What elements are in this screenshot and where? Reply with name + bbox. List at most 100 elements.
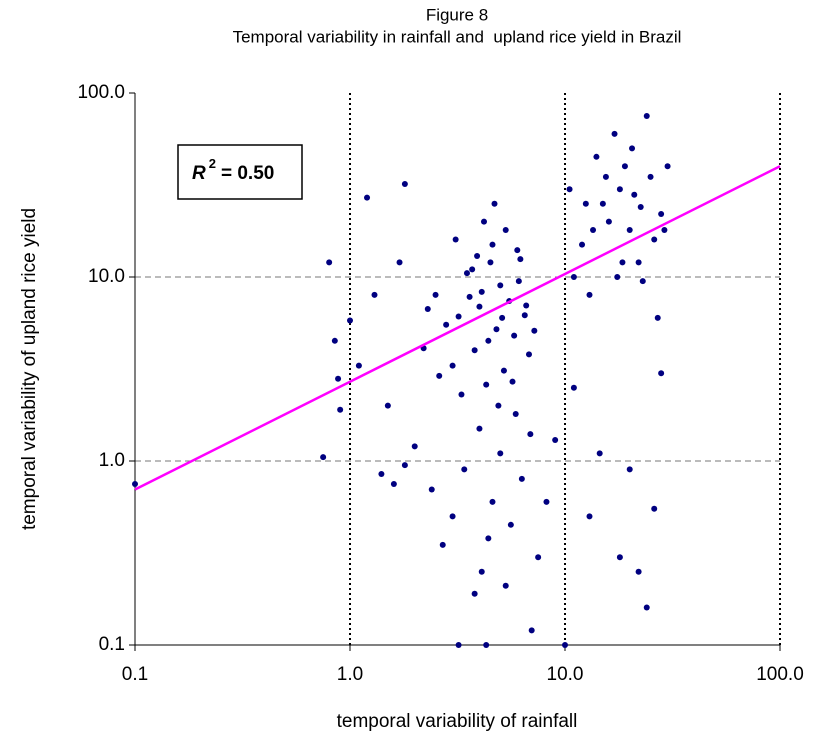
data-point xyxy=(432,291,439,298)
data-point xyxy=(500,367,507,374)
data-point xyxy=(489,241,496,248)
data-point xyxy=(320,454,327,461)
data-point xyxy=(626,466,633,473)
data-point xyxy=(531,327,538,334)
data-point xyxy=(661,227,668,234)
data-point xyxy=(658,210,665,217)
data-point xyxy=(331,337,338,344)
data-point xyxy=(570,274,577,280)
data-point xyxy=(461,466,468,473)
data-point xyxy=(132,480,138,487)
data-point xyxy=(629,145,636,152)
data-point xyxy=(626,227,633,234)
data-point xyxy=(378,470,385,477)
data-point xyxy=(512,411,519,418)
data-point xyxy=(579,241,586,248)
data-point xyxy=(436,372,443,379)
data-point xyxy=(621,163,628,170)
data-point xyxy=(452,236,459,243)
data-point xyxy=(463,270,470,277)
data-point xyxy=(664,163,671,170)
data-point xyxy=(335,375,342,382)
data-point xyxy=(396,259,403,266)
data-point xyxy=(517,256,524,263)
data-point xyxy=(471,347,478,354)
x-tick-label: 0.1 xyxy=(122,664,148,685)
data-point xyxy=(480,218,487,225)
data-point xyxy=(495,402,502,409)
data-point xyxy=(582,200,589,207)
data-point xyxy=(347,317,353,324)
data-point xyxy=(552,437,559,444)
data-point xyxy=(455,313,462,320)
data-point xyxy=(635,259,642,266)
data-point xyxy=(487,259,494,266)
data-point xyxy=(643,604,650,611)
x-tick-label: 1.0 xyxy=(337,664,363,685)
annotation-superscript: 2 xyxy=(209,156,216,171)
data-point xyxy=(507,521,514,528)
data-point xyxy=(449,362,456,369)
data-point xyxy=(658,370,665,377)
data-point xyxy=(428,486,435,493)
data-point xyxy=(562,642,568,648)
data-point xyxy=(478,288,485,295)
data-point xyxy=(599,200,606,207)
data-point xyxy=(390,480,397,487)
data-point xyxy=(651,505,658,512)
data-point xyxy=(493,326,500,333)
data-point xyxy=(631,191,638,198)
data-point xyxy=(337,406,344,413)
data-point xyxy=(605,218,612,225)
data-point xyxy=(616,554,623,561)
data-point xyxy=(474,253,481,260)
x-tick-label: 100.0 xyxy=(756,664,804,685)
data-point xyxy=(637,204,644,211)
data-point xyxy=(424,306,431,313)
annotation-r: R xyxy=(192,163,206,184)
data-point xyxy=(455,642,462,648)
data-point xyxy=(502,227,509,234)
data-point xyxy=(527,431,534,438)
data-point xyxy=(586,513,593,520)
data-point xyxy=(525,351,532,358)
data-point xyxy=(384,402,391,409)
data-point xyxy=(509,378,516,385)
data-point xyxy=(611,130,618,137)
data-point xyxy=(654,314,661,321)
data-point xyxy=(535,554,542,561)
data-point xyxy=(523,302,530,309)
data-point xyxy=(602,173,609,180)
y-tick-label: 1.0 xyxy=(99,450,125,471)
data-point xyxy=(651,236,658,243)
data-point xyxy=(499,314,506,321)
data-point xyxy=(471,590,478,597)
data-point xyxy=(619,259,626,266)
data-point xyxy=(518,475,525,482)
x-tick-label: 10.0 xyxy=(547,664,584,685)
data-point xyxy=(502,582,509,589)
annotation-box xyxy=(177,144,303,200)
data-point xyxy=(489,498,496,505)
data-point xyxy=(643,112,650,119)
data-point xyxy=(497,450,504,457)
data-point xyxy=(497,282,504,289)
chart-subtitle: Temporal variability in rainfall and upl… xyxy=(233,27,682,46)
data-point xyxy=(521,312,528,319)
y-tick-label: 100.0 xyxy=(77,82,125,103)
data-point xyxy=(449,513,456,520)
data-point xyxy=(364,194,371,201)
data-point xyxy=(639,278,646,285)
data-point xyxy=(616,186,623,193)
data-point xyxy=(483,642,490,648)
data-point xyxy=(439,541,446,548)
data-point xyxy=(483,381,490,388)
data-point xyxy=(511,332,518,339)
data-point xyxy=(458,391,465,398)
x-axis-label: temporal variability of rainfall xyxy=(337,711,578,732)
data-point xyxy=(528,627,535,634)
data-point xyxy=(590,227,597,234)
data-point xyxy=(476,425,483,432)
